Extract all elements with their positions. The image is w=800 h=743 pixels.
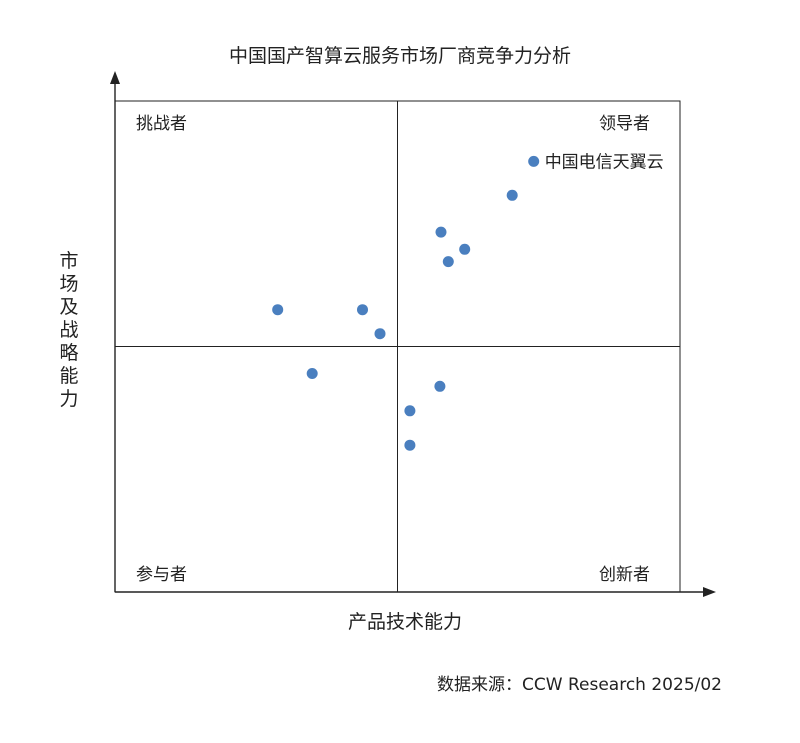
quadrant-innovators: 创新者 — [599, 565, 650, 585]
data-point-label-1: 中国电信天翼云 — [545, 152, 664, 172]
source-note: 数据来源：CCW Research 2025/02 — [437, 675, 722, 695]
data-point-10 — [434, 380, 446, 392]
x-axis-label: 产品技术能力 — [348, 611, 462, 633]
data-point-1 — [528, 155, 540, 167]
data-point-12 — [404, 439, 416, 451]
data-point-2 — [506, 189, 518, 201]
data-point-11 — [404, 405, 416, 417]
quadrant-participants: 参与者 — [136, 565, 187, 585]
quadrant-challengers: 挑战者 — [136, 114, 187, 134]
data-point-7 — [357, 304, 368, 316]
chart-title: 中国国产智算云服务市场厂商竞争力分析 — [229, 45, 571, 67]
data-point-6 — [272, 304, 284, 316]
y-axis-label: 市场及战略能力 — [59, 250, 78, 410]
data-point-5 — [442, 256, 454, 268]
data-point-8 — [374, 328, 386, 340]
data-point-3 — [435, 226, 447, 238]
points-layer: 中国电信天翼云 — [272, 152, 664, 451]
y-axis-arrow — [110, 71, 120, 84]
data-point-9 — [306, 368, 318, 379]
x-axis-arrow — [703, 587, 716, 597]
data-point-4 — [459, 243, 471, 255]
quadrant-leaders: 领导者 — [599, 114, 650, 134]
